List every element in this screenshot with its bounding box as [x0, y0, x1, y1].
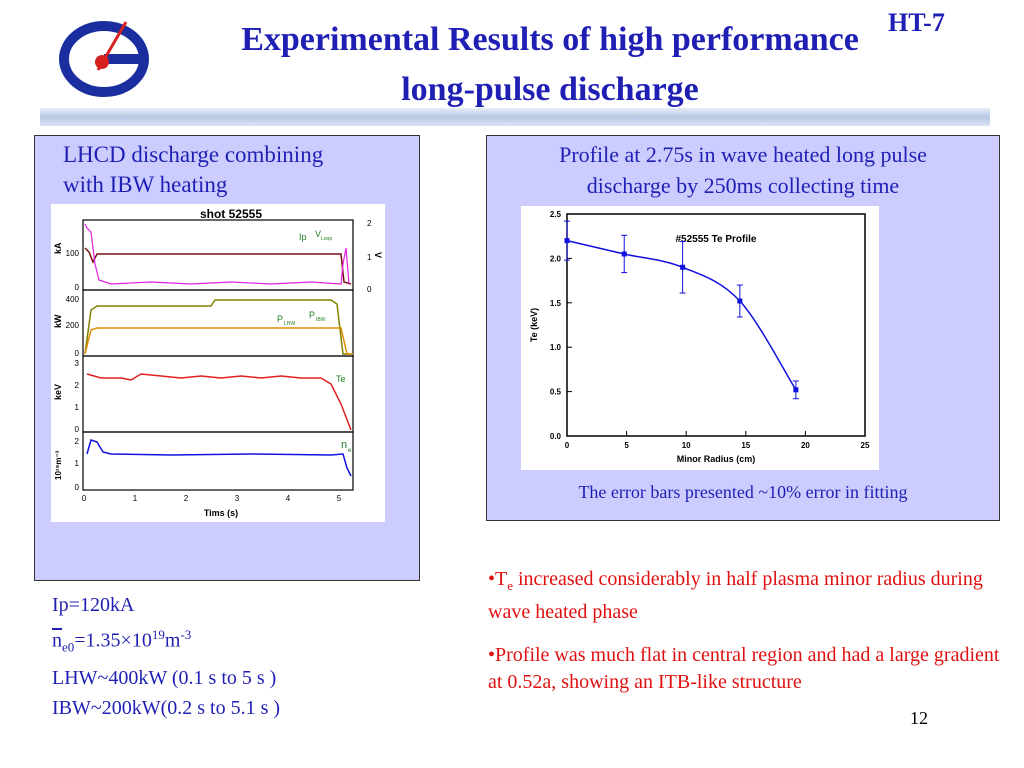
x-tick-label: 15 [741, 441, 750, 450]
xtick-2: 2 [184, 494, 189, 503]
p1-rtick-1: 1 [367, 253, 372, 262]
p1-v-label: V [315, 229, 321, 239]
shot-title: shot 52555 [200, 207, 262, 221]
p3-ytick-2: 2 [75, 381, 80, 390]
institute-logo [54, 18, 154, 100]
y-tick-label: 2.5 [550, 210, 562, 219]
slide-title-line1: Experimental Results of high performance [241, 21, 859, 58]
vloop-trace [84, 223, 350, 285]
te-profile-chart: 0.0 0.5 1.0 1.5 2.0 2.5 0 5 10 15 20 25 #52555 Te Pr… [521, 206, 879, 470]
y-tick-label: 2.0 [550, 254, 562, 263]
x-tick-label: 10 [682, 441, 691, 450]
p3-ytick-1: 1 [75, 403, 80, 412]
p2-ylabel: kW [53, 314, 63, 328]
p2-ytick-400: 400 [66, 295, 80, 304]
p4-ne-sub: e [348, 448, 352, 454]
p4-ytick-1: 1 [75, 459, 80, 468]
chart-title: #52555 Te Profile [676, 234, 757, 245]
p1-rtick-0: 0 [367, 285, 372, 294]
bullet-1: •Te increased considerably in half plasm… [488, 568, 983, 623]
plhw-trace [84, 299, 353, 355]
x-tick-label: 5 [624, 441, 629, 450]
y-tick-label: 0.5 [550, 388, 562, 397]
pibw-trace [84, 327, 353, 355]
p3-ylabel: keV [53, 384, 63, 400]
param-lhw: LHW~400kW (0.1 s to 5 s ) [52, 666, 277, 689]
x-axis-label: Minor Radius (cm) [677, 454, 756, 464]
xtick-0: 0 [82, 494, 87, 503]
p1-rlabel: V [373, 252, 383, 258]
x-tick-label: 25 [861, 441, 870, 450]
left-caption-line1: LHCD discharge combining [63, 142, 324, 167]
left-caption-line2: with IBW heating [63, 172, 228, 197]
x-tick-label: 20 [801, 441, 810, 450]
p4-ytick-2: 2 [75, 437, 80, 446]
data-point [737, 298, 743, 304]
institute-logo-icon [59, 21, 149, 97]
right-caption-line1: Profile at 2.75s in wave heated long pul… [559, 142, 927, 167]
header-rule [40, 108, 990, 126]
p2-ytick-0: 0 [75, 349, 80, 358]
ne-trace [86, 439, 352, 477]
p1-v-sub: Loop [321, 236, 332, 242]
params-block: Ip=120kA ne0=1.35×1019m-3 LHW~400kW (0.1… [52, 590, 280, 723]
xtick-3: 3 [235, 494, 240, 503]
x-tick-label: 0 [565, 441, 570, 450]
p2-plhw-sub: LHW [284, 321, 295, 327]
p4-ytick-0: 0 [75, 483, 80, 492]
plot-frame [566, 213, 866, 437]
p1-ip-label: Ip [299, 232, 307, 242]
xtick-1: 1 [133, 494, 138, 503]
xtick-5: 5 [337, 494, 342, 503]
right-panel: Profile at 2.75s in wave heated long pul… [486, 135, 1000, 521]
param-ip: Ip=120kA [52, 594, 135, 616]
data-point [680, 264, 686, 270]
y-tick-label: 1.5 [550, 299, 562, 308]
left-panel: LHCD discharge combining with IBW heatin… [34, 135, 420, 581]
p1-ytick-100: 100 [66, 249, 80, 258]
error-note: The error bars presented ~10% error in f… [578, 482, 908, 502]
te-trace [86, 373, 352, 431]
te-fit-line [566, 239, 797, 391]
bullet-2: •Profile was much flat in central region… [488, 644, 1000, 693]
shot-figure: shot 52555 kA 100 0 2 1 0 V Ip V Loop kW… [51, 204, 385, 522]
shot-xlabel: Tims (s) [204, 508, 238, 518]
p4-ylabel: 10¹⁹m⁻³ [54, 450, 63, 480]
data-point [793, 387, 799, 393]
p1-ylabel: kA [53, 242, 63, 254]
y-tick-label: 0.0 [550, 432, 562, 441]
xtick-4: 4 [286, 494, 291, 503]
ip-trace [84, 247, 352, 285]
p3-te-label: Te [336, 374, 346, 384]
page-number: 12 [910, 708, 928, 728]
data-point [621, 251, 627, 257]
right-caption-line2: discharge by 250ms collecting time [586, 173, 900, 198]
y-axis-label: Te (keV) [529, 308, 539, 342]
p2-ytick-200: 200 [66, 321, 80, 330]
p2-plhw-label: P [277, 314, 283, 324]
ht7-tag: HT-7 [888, 8, 945, 37]
data-point [564, 238, 570, 244]
p2-pibw-sub: IBW [316, 317, 326, 323]
p3-ytick-3: 3 [75, 359, 80, 368]
p4-ne-label: n [341, 439, 347, 451]
slide-title-line2: long-pulse discharge [401, 71, 699, 108]
p1-ytick-0: 0 [75, 283, 80, 292]
p1-rtick-2: 2 [367, 219, 372, 228]
param-ibw: IBW~200kW(0.2 s to 5.1 s ) [52, 696, 281, 719]
param-ne: ne0=1.35×1019m-3 [52, 627, 192, 655]
p2-pibw-label: P [309, 310, 315, 320]
y-tick-label: 1.0 [550, 343, 562, 352]
p3-ytick-0: 0 [75, 425, 80, 434]
